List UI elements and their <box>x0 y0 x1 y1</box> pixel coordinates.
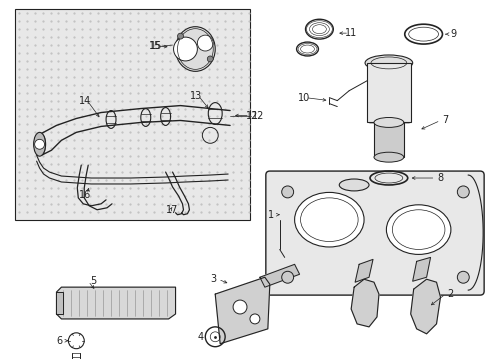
Text: 7: 7 <box>441 116 447 126</box>
Circle shape <box>35 139 44 149</box>
Text: 5: 5 <box>90 276 96 286</box>
Text: 9: 9 <box>449 29 455 39</box>
Circle shape <box>197 35 213 51</box>
Text: 15: 15 <box>148 41 161 51</box>
Ellipse shape <box>365 55 412 71</box>
Text: 12: 12 <box>251 111 264 121</box>
FancyBboxPatch shape <box>265 171 483 295</box>
Circle shape <box>233 300 246 314</box>
Polygon shape <box>56 287 175 319</box>
Polygon shape <box>410 279 440 334</box>
Text: 1: 1 <box>267 210 273 220</box>
Ellipse shape <box>373 117 403 127</box>
Text: 14: 14 <box>79 96 91 105</box>
Text: 8: 8 <box>436 173 443 183</box>
Circle shape <box>456 271 468 283</box>
Text: 3: 3 <box>210 274 216 284</box>
Ellipse shape <box>339 179 368 191</box>
Text: 6: 6 <box>56 336 62 346</box>
Bar <box>366 63 410 122</box>
Circle shape <box>281 271 293 283</box>
Ellipse shape <box>294 192 364 247</box>
Text: 17: 17 <box>166 205 178 215</box>
Text: 13: 13 <box>190 91 202 101</box>
Ellipse shape <box>386 205 450 255</box>
Polygon shape <box>350 279 378 327</box>
Text: 12: 12 <box>245 111 257 121</box>
Text: 16: 16 <box>79 190 91 200</box>
Polygon shape <box>259 264 299 287</box>
Polygon shape <box>354 260 372 282</box>
Bar <box>373 122 403 157</box>
Text: 11: 11 <box>344 28 356 38</box>
Text: 10: 10 <box>297 93 309 103</box>
Polygon shape <box>215 277 269 344</box>
Circle shape <box>456 186 468 198</box>
Polygon shape <box>56 292 63 314</box>
Circle shape <box>207 56 213 62</box>
Text: 4: 4 <box>197 332 203 342</box>
Ellipse shape <box>38 134 45 154</box>
Circle shape <box>177 33 183 39</box>
FancyBboxPatch shape <box>15 9 249 220</box>
Circle shape <box>68 333 84 349</box>
Text: 2: 2 <box>446 289 452 299</box>
Circle shape <box>249 314 259 324</box>
Circle shape <box>173 37 197 61</box>
Circle shape <box>281 186 293 198</box>
Ellipse shape <box>373 152 403 162</box>
Ellipse shape <box>34 132 45 156</box>
Polygon shape <box>412 257 429 281</box>
Ellipse shape <box>175 27 215 71</box>
Text: 15: 15 <box>149 41 162 51</box>
